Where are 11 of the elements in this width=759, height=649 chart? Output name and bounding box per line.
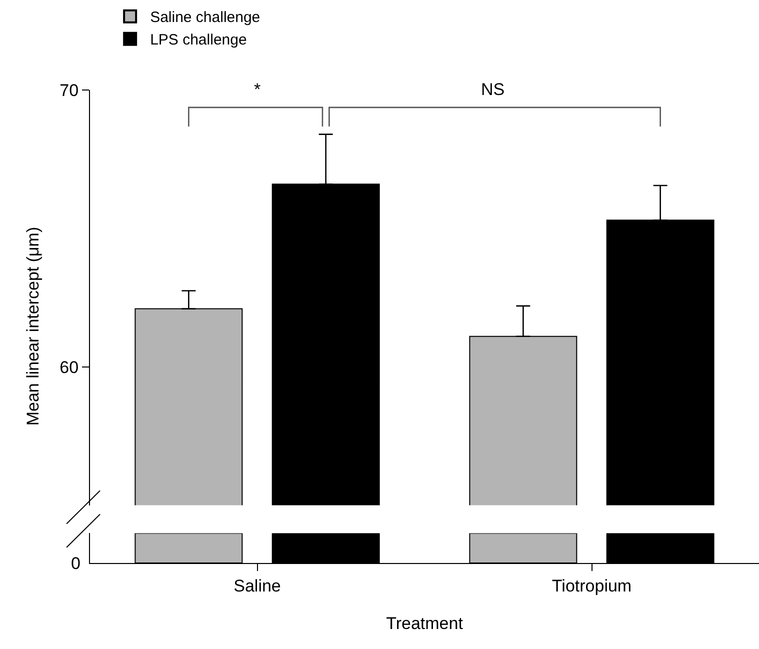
y-tick-label: 70: [60, 80, 79, 100]
x-tick-label: Saline: [234, 576, 281, 596]
legend-label: Saline challenge: [150, 9, 260, 26]
annotation: NS: [481, 80, 505, 99]
y-tick-label: 60: [60, 358, 79, 377]
y-axis-title: Mean linear intercept (μm): [24, 226, 43, 426]
text: 0: [71, 554, 80, 573]
x-tick-label: Tiotropium: [552, 576, 632, 596]
annotation: *: [254, 80, 261, 99]
legend-label: LPS challenge: [150, 32, 247, 49]
x-axis-title: Treatment: [386, 614, 464, 633]
